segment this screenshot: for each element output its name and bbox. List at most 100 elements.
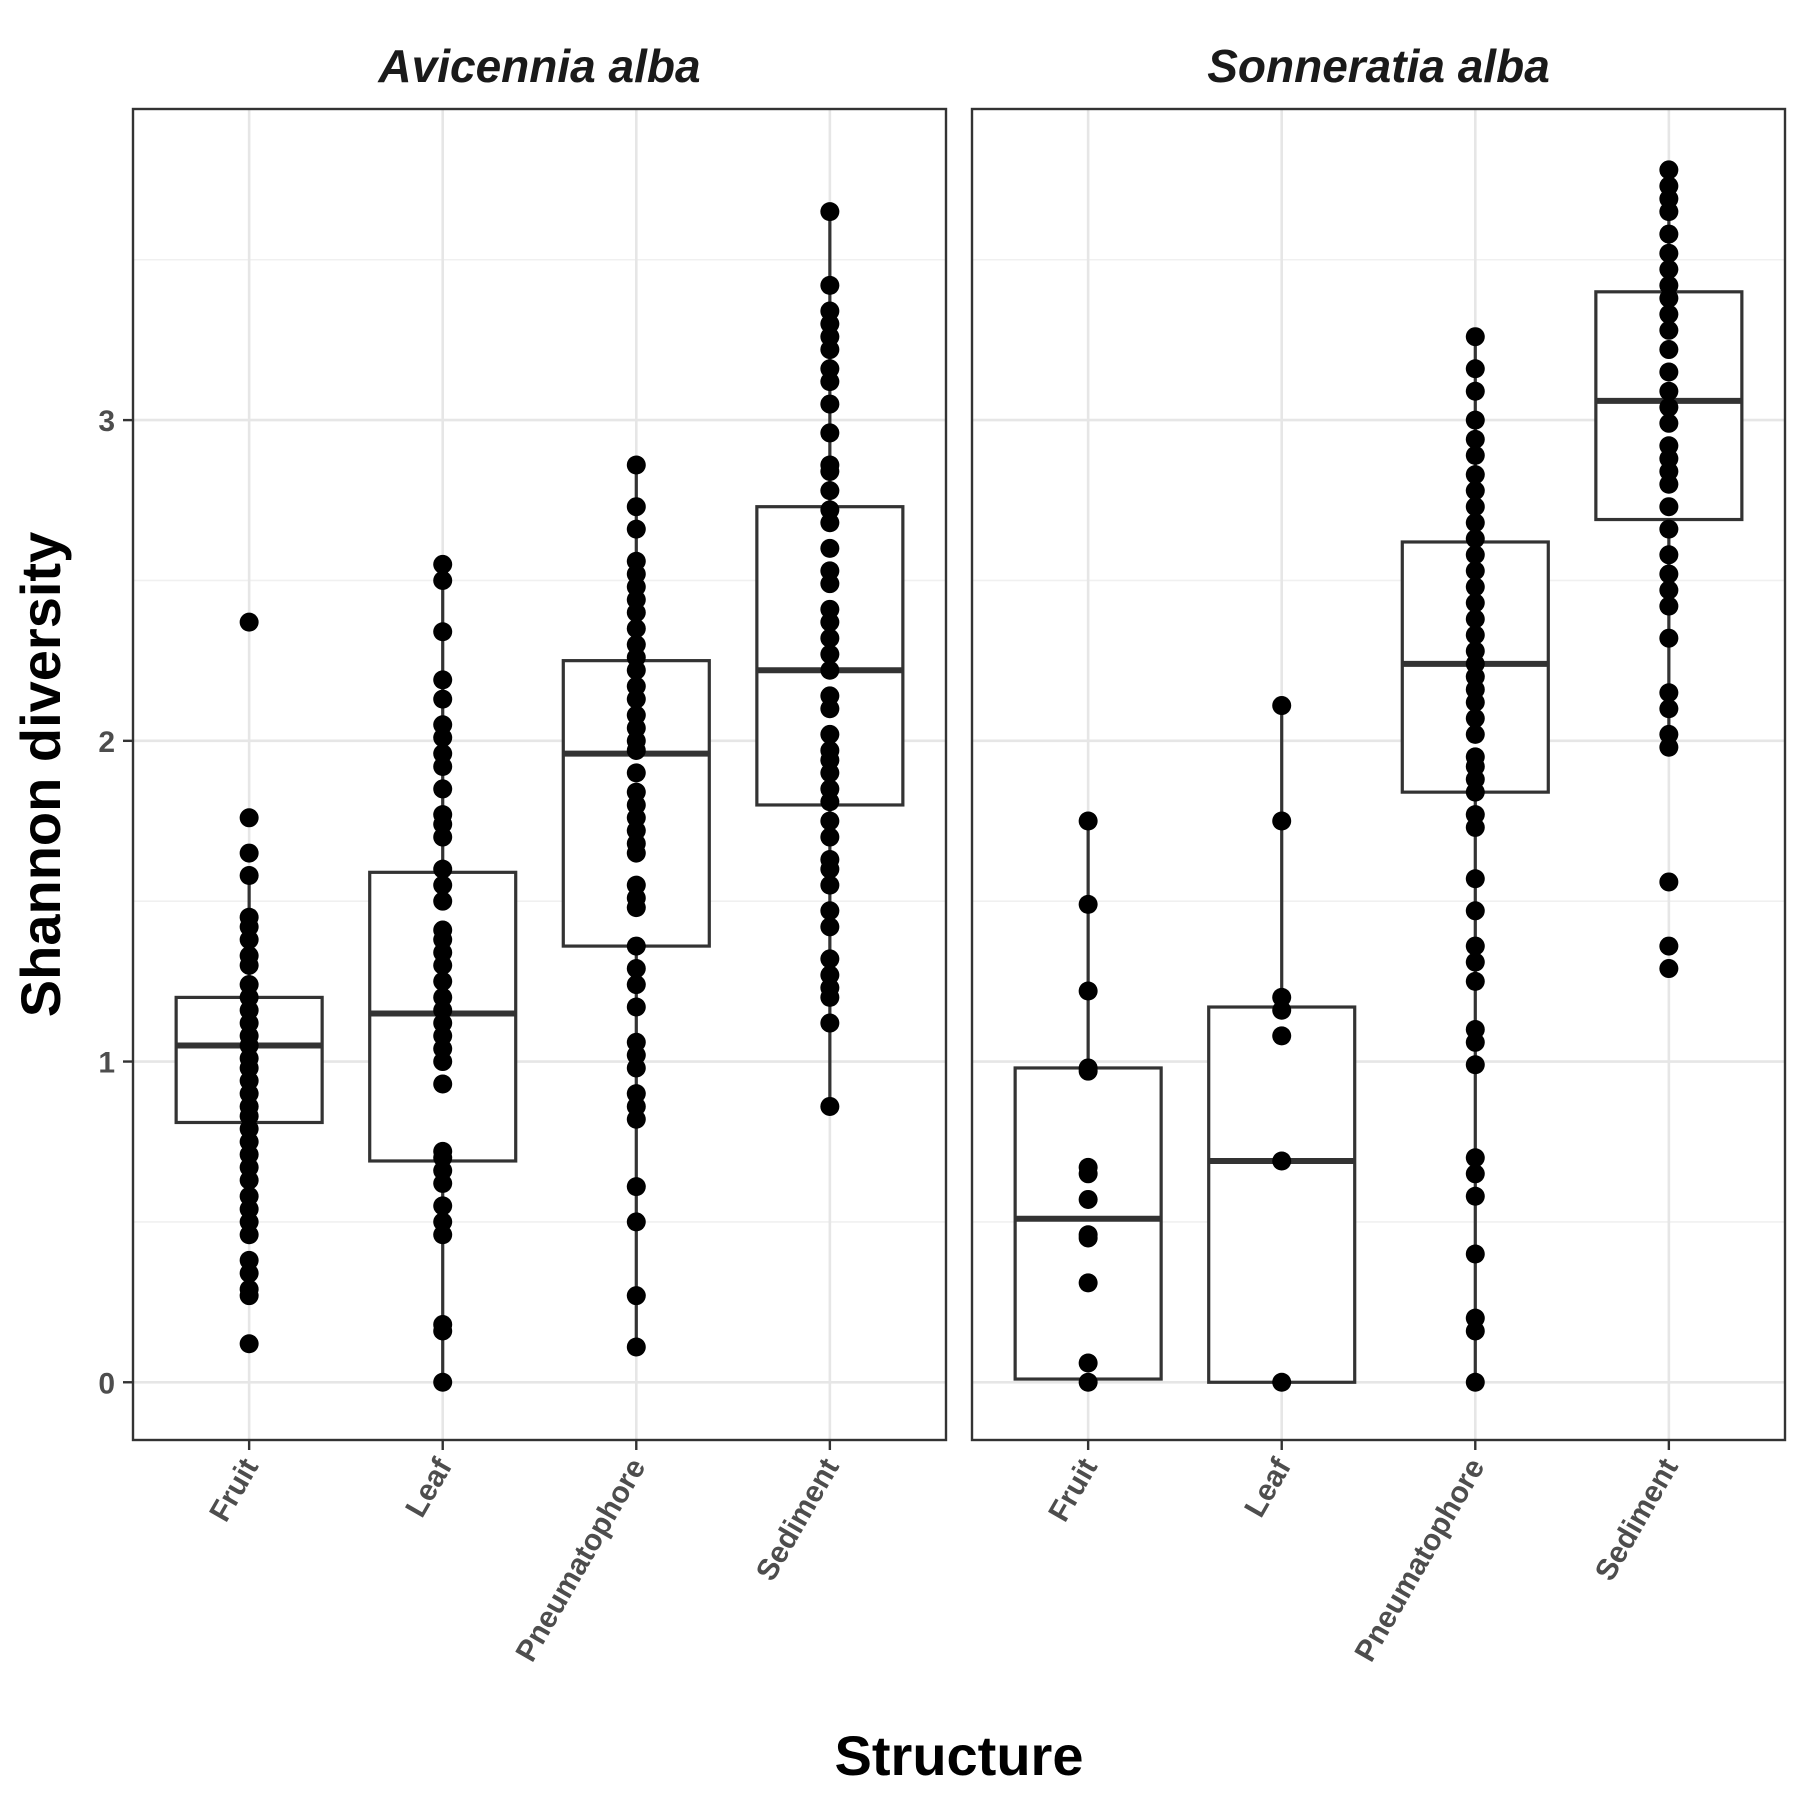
data-point <box>1465 1019 1485 1039</box>
data-point <box>820 455 840 475</box>
data-point <box>1465 577 1485 597</box>
data-point <box>239 907 259 927</box>
data-point <box>1078 1058 1098 1078</box>
data-point <box>1465 625 1485 645</box>
data-point <box>1659 564 1679 584</box>
data-point <box>1659 362 1679 382</box>
data-point <box>1078 811 1098 831</box>
data-point <box>433 1315 453 1335</box>
data-point <box>820 359 840 379</box>
data-point <box>1659 176 1679 196</box>
data-point <box>820 724 840 744</box>
data-point <box>1659 340 1679 360</box>
y-tick-label: 2 <box>98 726 115 759</box>
data-point <box>820 901 840 921</box>
data-point <box>1078 1353 1098 1373</box>
x-axis-ticks: Fruit Leaf Pneumatophore Sediment <box>203 1440 846 1667</box>
data-point <box>1659 497 1679 517</box>
x-tick-label: Leaf <box>1238 1452 1298 1523</box>
data-point <box>1465 497 1485 517</box>
x-axis-ticks: Fruit Leaf Pneumatophore Sediment <box>1042 1440 1685 1667</box>
data-point <box>820 660 840 680</box>
box-iqr <box>1207 1005 1357 1384</box>
data-point <box>1465 901 1485 921</box>
data-point <box>433 1141 453 1161</box>
data-point <box>820 811 840 831</box>
data-point <box>820 849 840 869</box>
data-point <box>433 715 453 735</box>
x-tick-label: Sediment <box>750 1453 846 1586</box>
data-point <box>1659 936 1679 956</box>
data-point <box>626 936 646 956</box>
data-point <box>820 917 840 937</box>
data-point <box>626 959 646 979</box>
data-point <box>433 570 453 590</box>
data-point <box>239 1334 259 1354</box>
data-point <box>1465 381 1485 401</box>
data-point <box>1078 1372 1098 1392</box>
panel-border <box>131 107 948 1442</box>
data-point <box>433 779 453 799</box>
data-point <box>820 599 840 619</box>
data-point <box>1465 1055 1485 1075</box>
data-point <box>626 551 646 571</box>
data-point <box>239 612 259 632</box>
data-point <box>820 1096 840 1116</box>
data-point <box>1078 1225 1098 1245</box>
data-point <box>433 1212 453 1232</box>
data-point <box>239 946 259 966</box>
panel-marks <box>174 202 905 1392</box>
data-point <box>626 975 646 995</box>
data-point <box>1465 593 1485 613</box>
data-point <box>1465 1308 1485 1328</box>
data-point <box>1659 628 1679 648</box>
data-point <box>433 805 453 825</box>
data-point <box>820 740 840 760</box>
data-point <box>1465 410 1485 430</box>
y-tick-label: 0 <box>98 1367 115 1400</box>
data-point <box>626 1032 646 1052</box>
data-point <box>1078 1273 1098 1293</box>
data-point <box>1465 747 1485 767</box>
box-group-sediment <box>1594 160 1744 979</box>
data-point <box>1465 1164 1485 1184</box>
data-point <box>433 875 453 895</box>
data-point <box>1465 529 1485 549</box>
data-point <box>820 481 840 501</box>
data-point <box>433 987 453 1007</box>
data-point <box>1659 397 1679 417</box>
data-point <box>820 394 840 414</box>
data-point <box>1659 275 1679 295</box>
panel-title: Avicennia alba <box>377 40 700 92</box>
data-point <box>433 1074 453 1094</box>
data-point <box>1465 952 1485 972</box>
data-point <box>820 202 840 222</box>
data-point <box>820 949 840 969</box>
data-point <box>239 975 259 995</box>
data-point <box>1465 805 1485 825</box>
box-group-pneumatophore <box>1400 327 1550 1392</box>
x-tick-label: Sediment <box>1589 1453 1685 1586</box>
data-point <box>1659 683 1679 703</box>
data-point <box>1272 987 1292 1007</box>
data-point <box>1272 811 1292 831</box>
data-point <box>626 1286 646 1306</box>
data-point <box>1272 1372 1292 1392</box>
panel-title: Sonneratia alba <box>1207 40 1550 92</box>
data-point <box>433 554 453 574</box>
data-point <box>1272 1151 1292 1171</box>
data-point <box>626 875 646 895</box>
x-tick-label: Pneumatophore <box>1349 1453 1492 1667</box>
data-point <box>1659 259 1679 279</box>
data-point <box>433 670 453 690</box>
data-point <box>820 628 840 648</box>
data-point <box>1659 160 1679 180</box>
data-point <box>1272 696 1292 716</box>
data-point <box>626 1212 646 1232</box>
data-point <box>1659 699 1679 719</box>
data-point <box>1078 894 1098 914</box>
data-point <box>1465 481 1485 501</box>
x-tick-label: Fruit <box>1042 1453 1104 1527</box>
data-point <box>433 744 453 764</box>
